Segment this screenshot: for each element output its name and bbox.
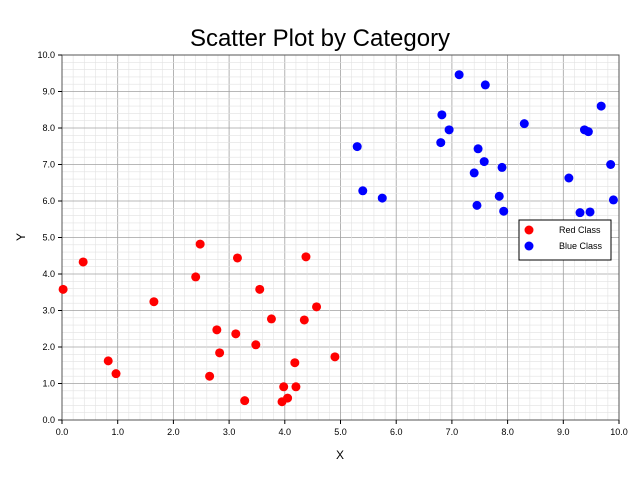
x-tick-label: 8.0 bbox=[501, 427, 514, 437]
red-class-point bbox=[149, 297, 159, 307]
blue-class-point bbox=[596, 101, 606, 111]
y-tick-label: 4.0 bbox=[42, 269, 55, 279]
blue-class-point bbox=[494, 191, 504, 201]
y-tick-label: 6.0 bbox=[42, 196, 55, 206]
red-class-point bbox=[255, 284, 265, 294]
x-tick-label: 5.0 bbox=[334, 427, 347, 437]
blue-class-point bbox=[479, 157, 489, 167]
red-class-point bbox=[279, 382, 289, 392]
x-tick-label: 2.0 bbox=[167, 427, 180, 437]
blue-class-point bbox=[608, 195, 618, 205]
red-class-point bbox=[312, 302, 322, 312]
x-tick-label: 3.0 bbox=[223, 427, 236, 437]
legend: Red Class Blue Class bbox=[518, 219, 612, 261]
x-tick-label: 1.0 bbox=[111, 427, 124, 437]
y-tick-label: 1.0 bbox=[42, 379, 55, 389]
x-tick-label: 6.0 bbox=[390, 427, 403, 437]
red-class-point bbox=[78, 257, 88, 267]
red-class-point bbox=[290, 358, 300, 368]
chart-title: Scatter Plot by Category bbox=[190, 25, 450, 52]
legend-marker-red-class bbox=[524, 225, 534, 235]
legend-marker-blue-class bbox=[524, 241, 534, 251]
y-tick-label: 5.0 bbox=[42, 233, 55, 243]
x-tick-label: 4.0 bbox=[279, 427, 292, 437]
blue-class-point bbox=[497, 162, 507, 172]
red-class-point bbox=[251, 340, 261, 350]
y-tick-label: 8.0 bbox=[42, 123, 55, 133]
legend-label-red-class: Red Class bbox=[559, 225, 601, 235]
blue-class-point bbox=[377, 193, 387, 203]
y-tick-label: 9.0 bbox=[42, 87, 55, 97]
blue-class-point bbox=[454, 70, 464, 80]
red-class-point bbox=[283, 393, 293, 403]
blue-class-point bbox=[585, 207, 595, 217]
grid bbox=[62, 55, 619, 420]
blue-class-point bbox=[436, 138, 446, 148]
x-tick-label: 10.0 bbox=[610, 427, 628, 437]
blue-class-point bbox=[437, 110, 447, 120]
x-tick-label: 0.0 bbox=[56, 427, 69, 437]
legend-box bbox=[518, 219, 612, 261]
red-class-point bbox=[291, 382, 301, 392]
blue-class-point bbox=[472, 200, 482, 210]
red-class-point bbox=[103, 356, 113, 366]
red-class-point bbox=[215, 348, 225, 358]
x-tick-label: 9.0 bbox=[557, 427, 570, 437]
x-tick-label: 7.0 bbox=[446, 427, 459, 437]
y-axis-ticks: 0.0 1.0 2.0 3.0 4.0 5.0 6.0 7.0 8.0 9.0 10.0 bbox=[37, 50, 62, 425]
blue-class-point bbox=[583, 127, 593, 137]
red-class-point bbox=[299, 315, 309, 325]
legend-label-blue-class: Blue Class bbox=[559, 241, 603, 251]
red-class-point bbox=[240, 396, 250, 406]
red-class-point bbox=[301, 252, 311, 262]
red-class-point bbox=[58, 284, 68, 294]
red-class-point bbox=[111, 369, 121, 379]
red-class-point bbox=[330, 352, 340, 362]
blue-class-point bbox=[473, 144, 483, 154]
blue-class-point bbox=[352, 142, 362, 152]
red-class-point bbox=[212, 325, 222, 335]
red-class-point bbox=[195, 239, 205, 249]
red-class-point bbox=[231, 329, 241, 339]
blue-class-point bbox=[480, 80, 490, 90]
x-axis-label: X bbox=[336, 448, 344, 462]
data-points bbox=[58, 70, 618, 407]
red-class-point bbox=[232, 253, 242, 263]
red-class-point bbox=[205, 371, 215, 381]
y-axis-label: Y bbox=[14, 233, 28, 241]
blue-class-point bbox=[444, 125, 454, 135]
y-tick-label: 2.0 bbox=[42, 342, 55, 352]
blue-class-point bbox=[358, 186, 368, 196]
y-tick-label: 7.0 bbox=[42, 160, 55, 170]
red-class-point bbox=[191, 272, 201, 282]
blue-class-point bbox=[519, 119, 529, 129]
blue-class-point bbox=[499, 206, 509, 216]
y-tick-label: 3.0 bbox=[42, 306, 55, 316]
blue-class-point bbox=[469, 168, 479, 178]
blue-class-point bbox=[575, 208, 585, 218]
blue-class-point bbox=[564, 173, 574, 183]
x-axis-ticks: 0.0 1.0 2.0 3.0 4.0 5.0 6.0 7.0 8.0 9.0 10.0 bbox=[56, 420, 628, 437]
y-tick-label: 0.0 bbox=[42, 415, 55, 425]
red-class-point bbox=[266, 314, 276, 324]
blue-class-point bbox=[606, 160, 616, 169]
y-tick-label: 10.0 bbox=[37, 50, 55, 60]
